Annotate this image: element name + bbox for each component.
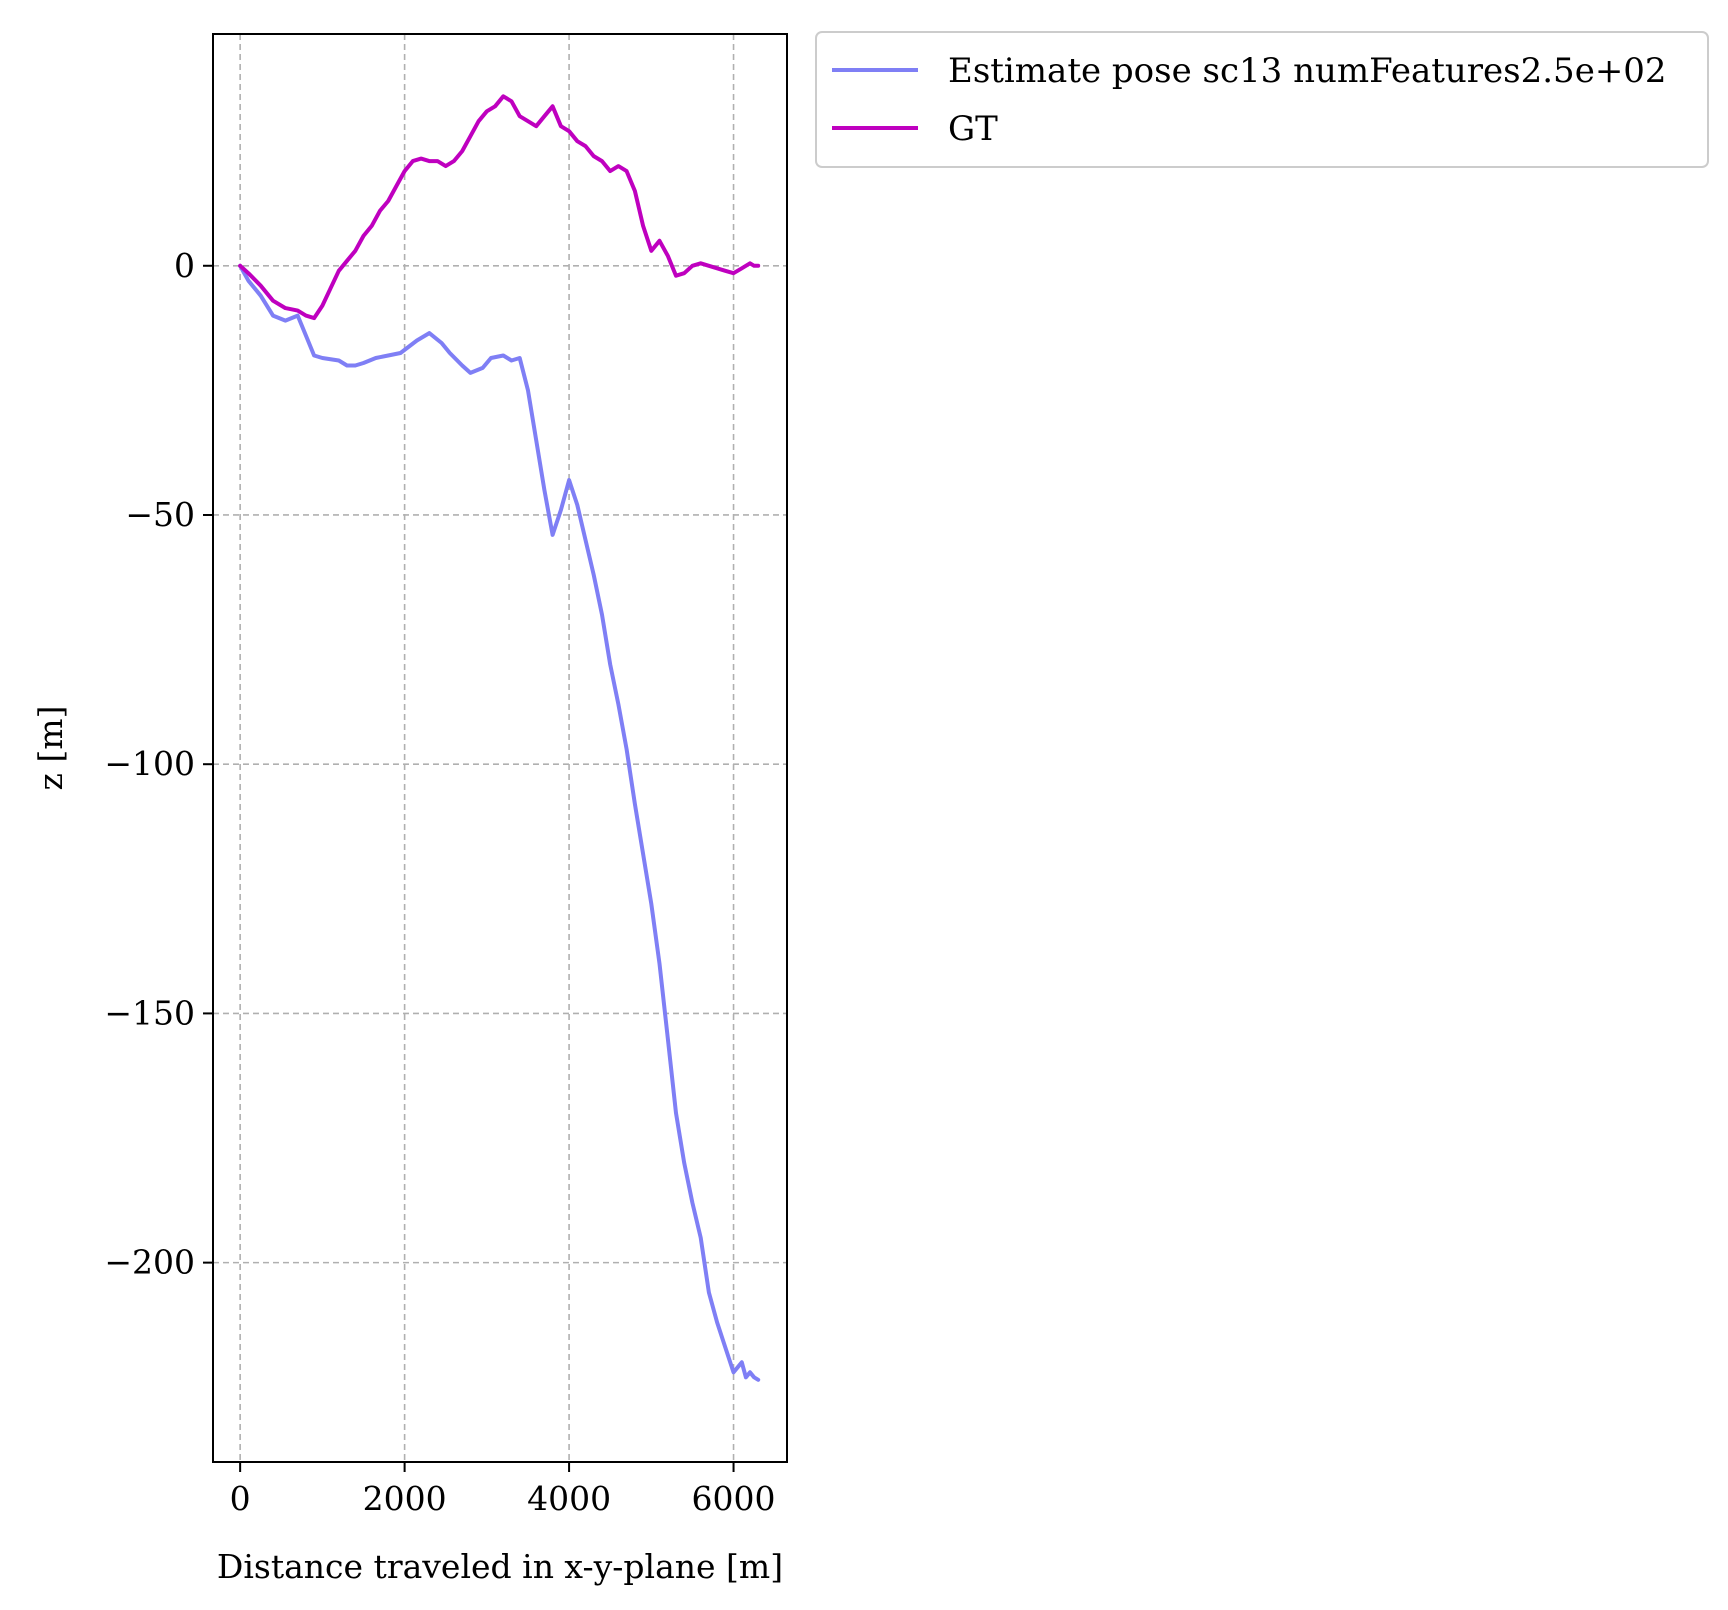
x-tick-label: 6000 bbox=[692, 1479, 776, 1518]
legend-label-gt: GT bbox=[948, 109, 998, 149]
legend: Estimate pose sc13 numFeatures2.5e+02 GT bbox=[816, 32, 1708, 167]
x-gridlines bbox=[240, 34, 733, 1462]
x-tick-label: 2000 bbox=[363, 1479, 447, 1518]
y-tick-label: −200 bbox=[104, 1243, 195, 1282]
y-tick-label: 0 bbox=[174, 246, 195, 285]
series-layer bbox=[240, 96, 758, 1380]
y-tick-label: −50 bbox=[125, 495, 195, 534]
series-line-estimate bbox=[240, 266, 758, 1380]
y-ticks: 0 −50 −100 −150 −200 bbox=[104, 246, 213, 1282]
x-ticks: 0 2000 4000 6000 bbox=[230, 1462, 776, 1518]
x-axis-label: Distance traveled in x-y-plane [m] bbox=[217, 1547, 783, 1586]
y-tick-label: −100 bbox=[104, 744, 195, 783]
x-tick-label: 4000 bbox=[527, 1479, 611, 1518]
x-tick-label: 0 bbox=[230, 1479, 251, 1518]
y-tick-label: −150 bbox=[104, 993, 195, 1032]
series-line-gt bbox=[240, 96, 758, 318]
y-axis-label: z [m] bbox=[31, 706, 70, 791]
legend-label-estimate: Estimate pose sc13 numFeatures2.5e+02 bbox=[948, 51, 1667, 91]
y-gridlines bbox=[213, 266, 787, 1263]
